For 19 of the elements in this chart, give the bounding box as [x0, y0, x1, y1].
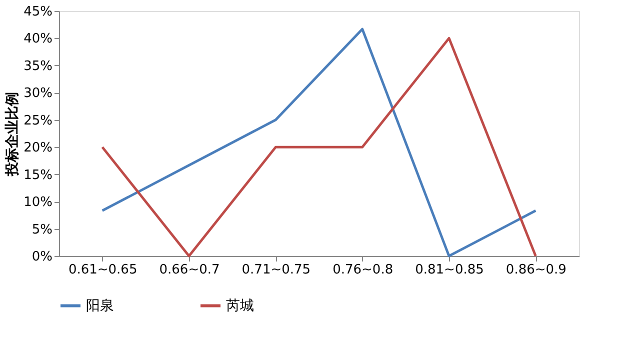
- y-tick-label: 35%: [24, 58, 52, 74]
- y-tick-label: 5%: [32, 222, 52, 238]
- y-axis-title: 投标企业比例: [4, 92, 21, 177]
- x-tick-label: 0.61~0.65: [68, 262, 138, 278]
- y-tick-label: 45%: [24, 4, 52, 20]
- x-tick-label: 0.66~0.7: [159, 262, 220, 278]
- y-tick-label: 15%: [24, 168, 52, 183]
- legend-label: 阳泉: [86, 298, 114, 314]
- y-tick-label: 10%: [24, 195, 52, 210]
- x-tick-label: 0.76~0.8: [332, 262, 394, 278]
- y-tick-label: 0%: [32, 250, 52, 264]
- legend-label: 芮城: [226, 298, 254, 314]
- y-tick-label: 30%: [24, 86, 52, 102]
- x-tick-label: 0.71~0.75: [242, 262, 311, 278]
- y-tick-label: 25%: [24, 113, 52, 128]
- x-tick-label: 0.81~0.85: [415, 262, 484, 278]
- x-tick-label: 0.86~0.9: [506, 262, 566, 278]
- y-tick-label: 40%: [24, 32, 52, 47]
- y-tick-label: 20%: [24, 140, 52, 156]
